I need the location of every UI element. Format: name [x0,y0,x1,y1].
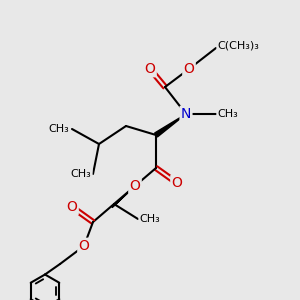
Text: O: O [130,179,140,193]
Text: O: O [145,62,155,76]
Text: O: O [79,239,89,253]
Polygon shape [154,114,186,137]
Text: CH₃: CH₃ [218,109,238,119]
Text: O: O [184,62,194,76]
Text: O: O [67,200,77,214]
Text: N: N [181,107,191,121]
Text: CH₃: CH₃ [71,169,92,179]
Text: O: O [172,176,182,190]
Text: C(CH₃)₃: C(CH₃)₃ [218,40,260,50]
Text: CH₃: CH₃ [140,214,160,224]
Polygon shape [112,186,135,208]
Text: CH₃: CH₃ [48,124,69,134]
